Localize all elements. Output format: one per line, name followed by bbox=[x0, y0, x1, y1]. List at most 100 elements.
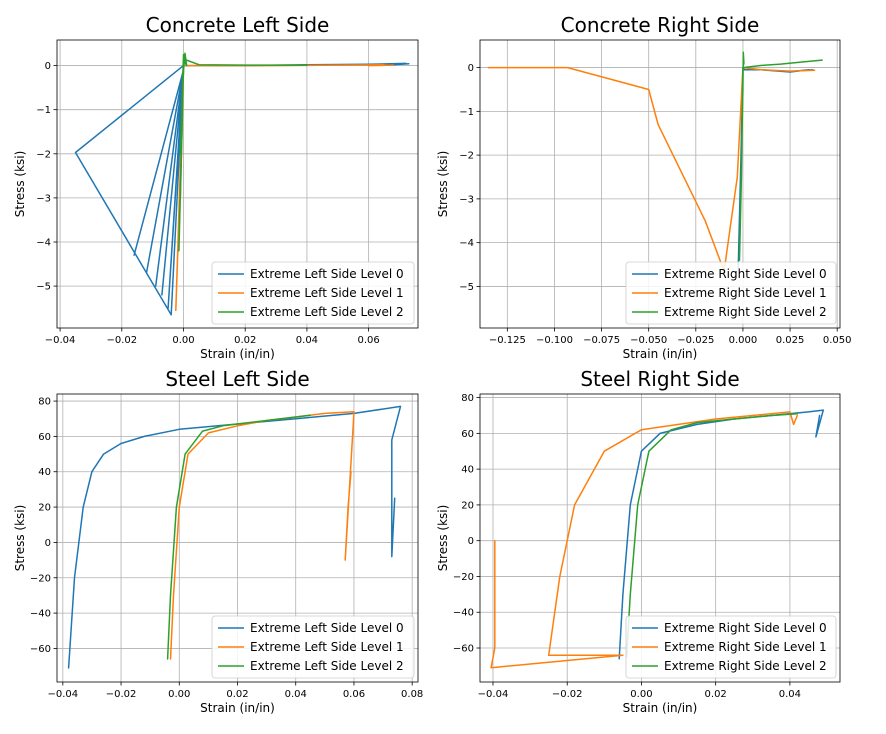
x-tick-label: −0.100 bbox=[536, 335, 573, 346]
y-tick-label: −60 bbox=[30, 644, 51, 655]
legend-entry: Extreme Right Side Level 0 bbox=[664, 267, 827, 281]
x-tick-label: 0.06 bbox=[357, 335, 379, 346]
x-axis-label: Strain (in/in) bbox=[200, 347, 275, 361]
x-tick-label: 0.000 bbox=[729, 335, 758, 346]
y-tick-label: −4 bbox=[459, 238, 474, 249]
legend-entry: Extreme Right Side Level 1 bbox=[664, 286, 827, 300]
chart-title: Concrete Left Side bbox=[146, 13, 330, 37]
chart-title: Steel Right Side bbox=[580, 367, 739, 391]
series-line-0 bbox=[67, 405, 402, 669]
legend-entry: Extreme Right Side Level 2 bbox=[664, 305, 827, 319]
legend-box bbox=[211, 615, 415, 679]
series-group bbox=[490, 409, 825, 669]
y-tick-label: 60 bbox=[38, 432, 51, 443]
y-axis-label: Stress (ksi) bbox=[13, 151, 27, 218]
legend: Extreme Right Side Level 0 Extreme Right … bbox=[625, 261, 837, 325]
x-tick-label: 0.025 bbox=[776, 335, 805, 346]
x-tick-label: 0.04 bbox=[296, 335, 318, 346]
legend-entry: Extreme Right Side Level 2 bbox=[664, 659, 827, 673]
x-tick-label: −0.04 bbox=[45, 335, 76, 346]
y-tick-label: 0 bbox=[45, 538, 51, 549]
x-axis-label: Strain (in/in) bbox=[623, 701, 698, 715]
x-axis-label: Strain (in/in) bbox=[623, 347, 698, 361]
chart-panel-4: −0.04 −0.02 0.00 0.02 0.04 −60 −40 −20 0 20 40 60 80… bbox=[436, 367, 841, 715]
x-tick-label: 0.06 bbox=[343, 689, 365, 700]
chart-title: Steel Left Side bbox=[165, 367, 309, 391]
x-tick-label: 0.04 bbox=[285, 689, 307, 700]
x-tick-label: 0.08 bbox=[401, 689, 423, 700]
y-tick-label: −2 bbox=[459, 151, 474, 162]
legend-entry: Extreme Right Side Level 0 bbox=[664, 621, 827, 635]
y-tick-label: 0 bbox=[468, 536, 474, 547]
legend-entry: Extreme Left Side Level 1 bbox=[250, 640, 404, 654]
y-tick-label: −3 bbox=[36, 193, 51, 204]
series-line-1 bbox=[490, 411, 799, 669]
x-tick-label: 0.02 bbox=[226, 689, 248, 700]
y-tick-label: −60 bbox=[453, 644, 474, 655]
x-tick-label: −0.04 bbox=[478, 689, 509, 700]
x-tick-label: 0.00 bbox=[172, 335, 194, 346]
y-tick-label: −20 bbox=[30, 573, 51, 584]
y-tick-label: −5 bbox=[459, 282, 474, 293]
x-tick-label: 0.00 bbox=[630, 689, 652, 700]
chart-panel-1: −0.04 −0.02 0.00 0.02 0.04 0.06 −5 −4 −3 −2 −1 0 Con… bbox=[13, 13, 419, 361]
y-tick-label: −1 bbox=[36, 105, 51, 116]
y-tick-label: −4 bbox=[36, 237, 51, 248]
y-tick-label: −2 bbox=[36, 149, 51, 160]
y-tick-label: −3 bbox=[459, 194, 474, 205]
series-line-2 bbox=[166, 414, 312, 660]
x-axis-label: Strain (in/in) bbox=[200, 701, 275, 715]
y-axis-label: Stress (ksi) bbox=[436, 505, 450, 572]
x-tick-label: −0.075 bbox=[583, 335, 620, 346]
plot-frame bbox=[479, 393, 841, 683]
legend-entry: Extreme Left Side Level 1 bbox=[250, 286, 404, 300]
legend-box bbox=[211, 261, 415, 325]
series-group bbox=[67, 405, 402, 669]
legend: Extreme Left Side Level 0 Extreme Left Si… bbox=[211, 261, 415, 325]
x-tick-label: −0.125 bbox=[489, 335, 526, 346]
legend: Extreme Left Side Level 0 Extreme Left Si… bbox=[211, 615, 415, 679]
y-tick-label: −20 bbox=[453, 572, 474, 583]
series-line-0 bbox=[618, 409, 825, 660]
y-tick-label: 0 bbox=[468, 63, 474, 74]
y-tick-label: −1 bbox=[459, 107, 474, 118]
x-tick-label: −0.02 bbox=[106, 689, 137, 700]
x-tick-label: −0.02 bbox=[552, 689, 583, 700]
y-axis-label: Stress (ksi) bbox=[436, 151, 450, 218]
y-axis-label: Stress (ksi) bbox=[13, 505, 27, 572]
legend-box bbox=[625, 261, 837, 325]
x-tick-label: 0.00 bbox=[168, 689, 190, 700]
legend-entry: Extreme Left Side Level 2 bbox=[250, 659, 404, 673]
x-tick-label: 0.02 bbox=[234, 335, 256, 346]
legend-entry: Extreme Right Side Level 1 bbox=[664, 640, 827, 654]
series-line-2 bbox=[738, 51, 823, 261]
x-tick-label: 0.04 bbox=[779, 689, 801, 700]
legend-entry: Extreme Left Side Level 0 bbox=[250, 267, 404, 281]
y-tick-label: −40 bbox=[453, 608, 474, 619]
legend-box bbox=[625, 615, 837, 679]
y-tick-label: −5 bbox=[36, 282, 51, 293]
x-tick-label: −0.02 bbox=[106, 335, 137, 346]
y-tick-label: 20 bbox=[461, 500, 474, 511]
y-tick-label: 40 bbox=[38, 467, 51, 478]
x-tick-label: −0.025 bbox=[677, 335, 714, 346]
y-tick-label: −40 bbox=[30, 609, 51, 620]
series-line-1 bbox=[487, 66, 816, 272]
x-tick-label: 0.050 bbox=[823, 335, 852, 346]
plot-frame bbox=[479, 39, 841, 329]
series-group bbox=[74, 52, 410, 316]
legend-entry: Extreme Left Side Level 0 bbox=[250, 621, 404, 635]
y-tick-label: 20 bbox=[38, 503, 51, 514]
x-tick-label: −0.04 bbox=[47, 689, 78, 700]
legend-entry: Extreme Left Side Level 2 bbox=[250, 305, 404, 319]
y-tick-label: 80 bbox=[461, 393, 474, 404]
chart-title: Concrete Right Side bbox=[561, 13, 760, 37]
legend: Extreme Right Side Level 0 Extreme Right … bbox=[625, 615, 837, 679]
series-line-2 bbox=[178, 52, 308, 252]
chart-panel-2: −0.125 −0.100 −0.075 −0.050 −0.025 0.000 0.025… bbox=[436, 13, 851, 361]
y-tick-label: 60 bbox=[461, 429, 474, 440]
y-tick-label: 0 bbox=[45, 61, 51, 72]
series-line-0 bbox=[737, 66, 814, 270]
chart-panel-3: −0.04 −0.02 0.00 0.02 0.04 0.06 0.08 −60 −40 −20 0… bbox=[13, 367, 423, 715]
